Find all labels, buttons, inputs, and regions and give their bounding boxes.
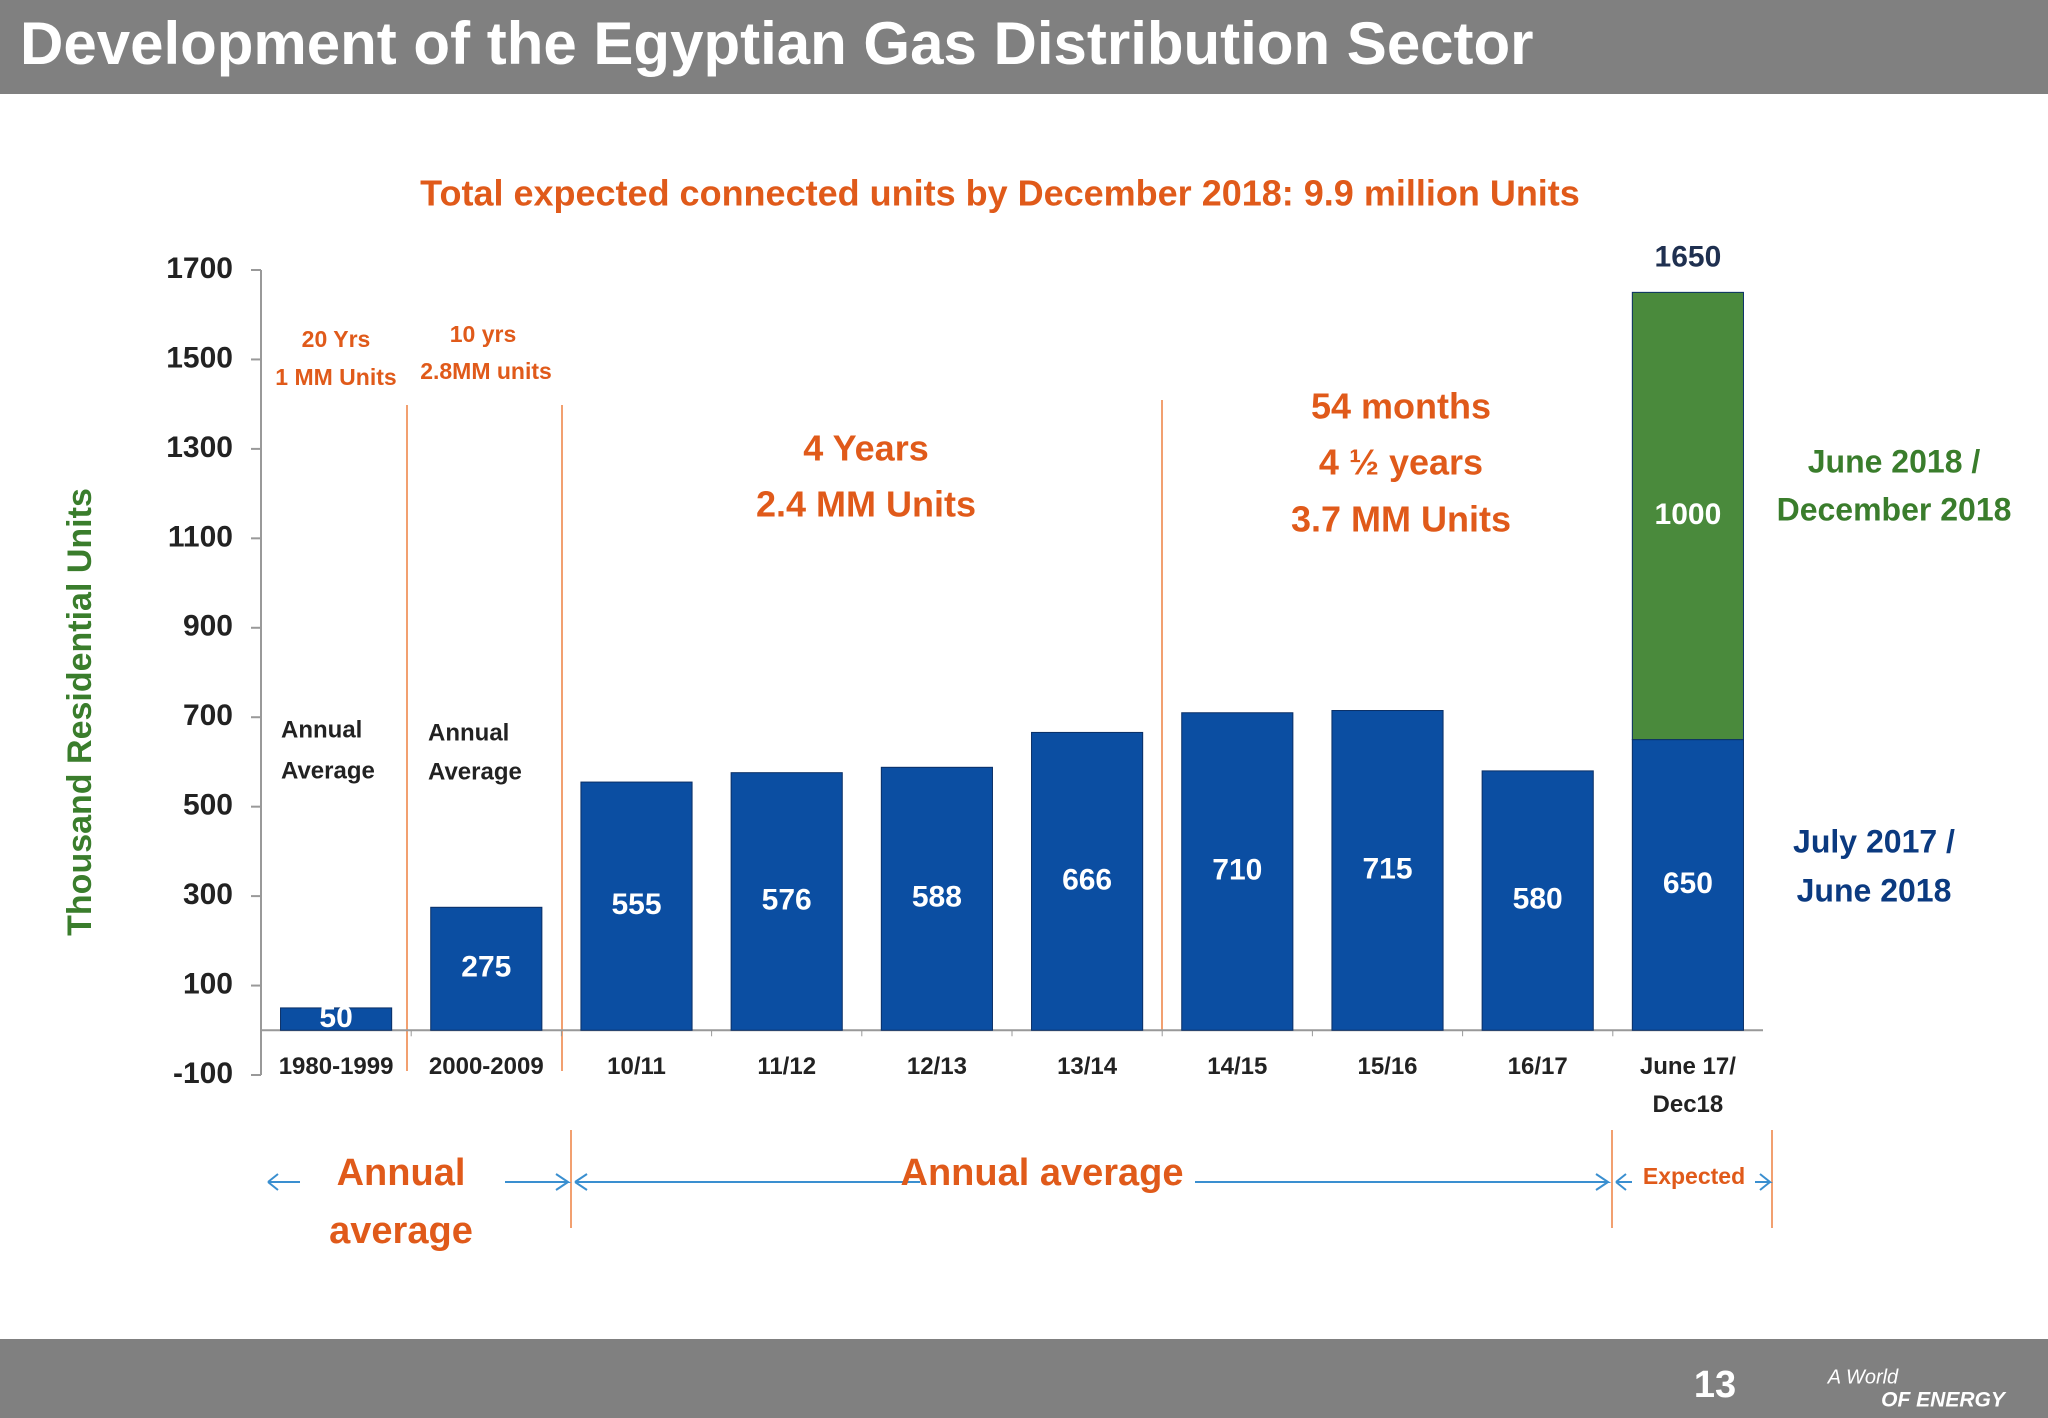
y-tick-label: 100 — [183, 967, 233, 1000]
bar — [280, 1007, 393, 1031]
total-label: 1650 — [1655, 240, 1722, 273]
bar-label: 580 — [1513, 883, 1563, 916]
annotation: Average — [281, 757, 375, 784]
annotation: Annual — [428, 719, 509, 746]
bar-label: 666 — [1062, 863, 1112, 896]
annotation: June 2018 — [1797, 872, 1952, 908]
arrow — [267, 1173, 300, 1191]
y-tick-label: 1700 — [166, 252, 233, 285]
chart-title: Total expected connected units by Decemb… — [420, 173, 1580, 214]
x-tick-label: 13/14 — [1057, 1053, 1118, 1081]
annotation: Annual — [281, 716, 362, 743]
annotation: 1 MM Units — [275, 364, 396, 390]
x-tick-label: 11/12 — [757, 1053, 817, 1081]
annotation: 10 yrs — [450, 321, 517, 347]
bar-label: 710 — [1212, 853, 1262, 886]
x-tick-label: 16/17 — [1507, 1053, 1568, 1081]
y-tick-label: 300 — [183, 878, 233, 911]
annotation: 4 ½ years — [1319, 442, 1483, 483]
x-tick-label: 15/16 — [1357, 1053, 1418, 1081]
annotation: 3.7 MM Units — [1291, 499, 1511, 540]
arrows — [267, 1173, 1773, 1191]
annotation: Expected — [1643, 1163, 1745, 1189]
footer-bar — [0, 1339, 2048, 1418]
slide-title: Development of the Egyptian Gas Distribu… — [20, 10, 1534, 77]
y-tick-label: 900 — [183, 610, 233, 643]
annotation: Average — [428, 758, 522, 785]
bar — [1481, 770, 1594, 1031]
brand: A World — [1827, 1366, 1899, 1388]
arrow — [505, 1173, 572, 1191]
annotation: June 2018 / — [1808, 443, 1981, 479]
x-tick-label: 2000-2009 — [428, 1053, 544, 1081]
bar — [1631, 291, 1744, 741]
x-tick-label: 14/15 — [1207, 1053, 1268, 1081]
bar — [880, 766, 993, 1031]
annotation: 4 Years — [803, 428, 928, 469]
x-tick-label: 10/11 — [607, 1053, 666, 1081]
bar-label: 275 — [461, 951, 511, 984]
x-tick-label: 12/13 — [906, 1053, 967, 1081]
separators — [406, 400, 1773, 1228]
y-tick-label: 500 — [183, 789, 233, 822]
annotation: July 2017 / — [1793, 823, 1955, 859]
bar-label: 576 — [762, 883, 812, 916]
annotation: average — [329, 1210, 473, 1252]
y-tick-label: 1100 — [168, 520, 233, 553]
x-tick-label: June 17/ Dec18 — [1639, 1053, 1736, 1119]
bar — [1031, 731, 1144, 1031]
bar-label: 555 — [611, 888, 661, 921]
annotation: 54 months — [1311, 386, 1491, 427]
arrow — [1195, 1173, 1612, 1191]
bar-label: 588 — [912, 881, 962, 914]
arrow — [574, 1173, 920, 1191]
bar — [580, 781, 693, 1031]
y-tick-label: 700 — [183, 699, 233, 732]
y-tick-label: 1300 — [166, 431, 233, 464]
annotations: 20 Yrs 1 MM Units 10 yrs 2.8MM units Ann… — [275, 321, 2011, 1252]
bar-label: 715 — [1362, 852, 1412, 885]
brand: OF ENERGY — [1881, 1389, 2007, 1412]
y-axis-label: Thousand Residential Units — [61, 488, 99, 936]
bar-label: 1000 — [1655, 498, 1722, 531]
annotation: Annual — [337, 1152, 466, 1194]
annotation: 2.4 MM Units — [756, 484, 976, 525]
bar — [730, 772, 843, 1031]
annotation: Annual average — [901, 1152, 1184, 1194]
annotation: 2.8MM units — [420, 358, 552, 384]
header-bar — [0, 0, 2048, 94]
bar — [430, 906, 543, 1031]
x-tick-label: 1980-1999 — [278, 1053, 394, 1081]
bar — [1631, 739, 1744, 1031]
bar-label: 50 — [319, 1001, 352, 1034]
bar — [1331, 710, 1444, 1031]
annotation: December 2018 — [1777, 491, 2012, 527]
y-tick-label: -100 — [173, 1057, 233, 1090]
y-tick-label: 1500 — [166, 341, 233, 374]
bar — [1181, 712, 1294, 1031]
annotation: 20 Yrs — [302, 326, 371, 352]
arrow — [1615, 1173, 1632, 1191]
bar-label: 650 — [1663, 867, 1713, 900]
arrow — [1755, 1173, 1773, 1191]
page-number: 13 — [1694, 1364, 1736, 1406]
